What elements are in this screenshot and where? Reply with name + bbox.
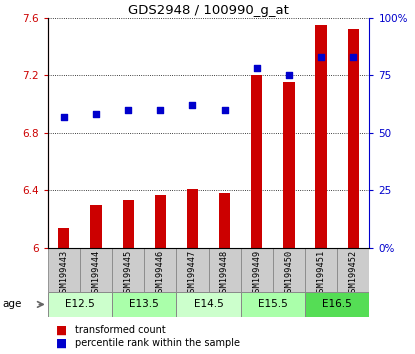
Text: GSM199445: GSM199445 bbox=[124, 250, 133, 297]
Text: GSM199452: GSM199452 bbox=[349, 250, 358, 297]
Bar bbox=[48, 292, 112, 317]
Bar bbox=[80, 248, 112, 292]
Point bbox=[61, 114, 67, 120]
Bar bbox=[348, 29, 359, 248]
Bar bbox=[58, 228, 69, 248]
Bar bbox=[48, 248, 80, 292]
Title: GDS2948 / 100990_g_at: GDS2948 / 100990_g_at bbox=[128, 4, 289, 17]
Bar bbox=[187, 189, 198, 248]
Bar bbox=[219, 193, 230, 248]
Text: E16.5: E16.5 bbox=[322, 299, 352, 309]
Bar bbox=[112, 248, 144, 292]
Bar bbox=[176, 248, 209, 292]
Text: GSM199450: GSM199450 bbox=[284, 250, 293, 297]
Point bbox=[350, 54, 356, 60]
Bar bbox=[90, 205, 102, 248]
Text: GSM199446: GSM199446 bbox=[156, 250, 165, 297]
Point bbox=[93, 112, 99, 117]
Text: GSM199444: GSM199444 bbox=[91, 250, 100, 297]
Text: GSM199443: GSM199443 bbox=[59, 250, 68, 297]
Bar bbox=[241, 248, 273, 292]
Bar bbox=[144, 248, 176, 292]
Text: E12.5: E12.5 bbox=[65, 299, 95, 309]
Text: transformed count: transformed count bbox=[75, 325, 166, 335]
Text: GSM199451: GSM199451 bbox=[317, 250, 326, 297]
Point bbox=[157, 107, 164, 113]
Text: GSM199449: GSM199449 bbox=[252, 250, 261, 297]
Bar bbox=[337, 248, 369, 292]
Text: GSM199447: GSM199447 bbox=[188, 250, 197, 297]
Text: ■: ■ bbox=[56, 324, 67, 336]
Point bbox=[125, 107, 132, 113]
Text: ■: ■ bbox=[56, 337, 67, 350]
Bar bbox=[315, 25, 327, 248]
Point bbox=[221, 107, 228, 113]
Point bbox=[286, 73, 292, 78]
Bar bbox=[241, 292, 305, 317]
Bar bbox=[305, 248, 337, 292]
Text: age: age bbox=[2, 299, 22, 309]
Bar bbox=[209, 248, 241, 292]
Text: percentile rank within the sample: percentile rank within the sample bbox=[75, 338, 240, 348]
Bar bbox=[176, 292, 241, 317]
Text: GSM199448: GSM199448 bbox=[220, 250, 229, 297]
Bar bbox=[273, 248, 305, 292]
Bar bbox=[283, 82, 295, 248]
Bar bbox=[305, 292, 369, 317]
Bar bbox=[122, 200, 134, 248]
Point bbox=[189, 102, 196, 108]
Bar bbox=[155, 195, 166, 248]
Bar bbox=[251, 75, 262, 248]
Point bbox=[318, 54, 325, 60]
Text: E14.5: E14.5 bbox=[194, 299, 223, 309]
Text: E13.5: E13.5 bbox=[129, 299, 159, 309]
Bar bbox=[112, 292, 176, 317]
Point bbox=[254, 65, 260, 71]
Text: E15.5: E15.5 bbox=[258, 299, 288, 309]
